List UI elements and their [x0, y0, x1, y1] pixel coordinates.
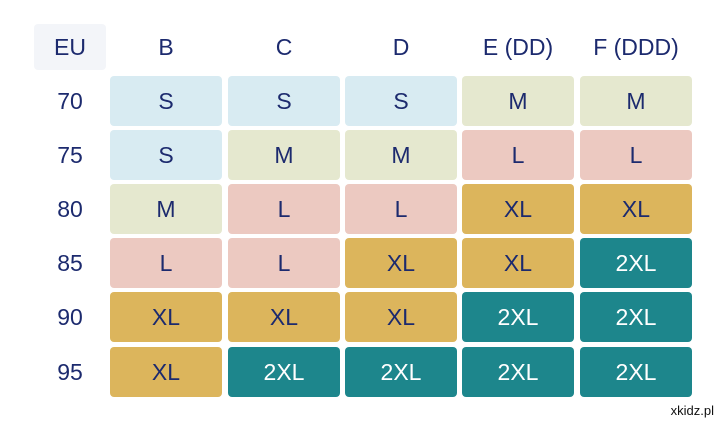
- size-cell: M: [345, 130, 457, 180]
- size-cell: M: [228, 130, 340, 180]
- size-cell: XL: [110, 292, 222, 342]
- header-cell: F (DDD): [593, 33, 679, 60]
- row-label: 95: [57, 358, 83, 385]
- size-cell: 2XL: [228, 347, 340, 397]
- header-cell: EU: [34, 24, 106, 70]
- size-cell: L: [228, 238, 340, 288]
- header-cell: E (DD): [482, 33, 554, 60]
- header-cell: D: [392, 33, 410, 60]
- size-cell: S: [345, 76, 457, 126]
- size-cell: 2XL: [580, 292, 692, 342]
- size-cell: L: [110, 238, 222, 288]
- size-cell: XL: [110, 347, 222, 397]
- size-cell: M: [580, 76, 692, 126]
- size-cell: L: [462, 130, 574, 180]
- header-cell: C: [275, 33, 293, 60]
- size-cell: XL: [345, 238, 457, 288]
- size-cell: L: [228, 184, 340, 234]
- size-cell: XL: [228, 292, 340, 342]
- size-cell: 2XL: [345, 347, 457, 397]
- row-label: 75: [57, 141, 83, 168]
- row-label: 90: [57, 303, 83, 330]
- size-cell: 2XL: [462, 347, 574, 397]
- size-cell: 2XL: [462, 292, 574, 342]
- row-label: 85: [57, 249, 83, 276]
- row-label: 80: [57, 195, 83, 222]
- size-cell: S: [228, 76, 340, 126]
- size-cell: XL: [462, 238, 574, 288]
- header-cell: B: [158, 33, 174, 60]
- row-label: 70: [57, 87, 83, 114]
- size-cell: S: [110, 76, 222, 126]
- size-cell: 2XL: [580, 347, 692, 397]
- size-cell: 2XL: [580, 238, 692, 288]
- size-cell: XL: [462, 184, 574, 234]
- size-cell: L: [345, 184, 457, 234]
- size-cell: M: [110, 184, 222, 234]
- size-cell: XL: [580, 184, 692, 234]
- size-cell: S: [110, 130, 222, 180]
- size-cell: L: [580, 130, 692, 180]
- size-cell: M: [462, 76, 574, 126]
- size-cell: XL: [345, 292, 457, 342]
- watermark: xkidz.pl: [670, 403, 714, 418]
